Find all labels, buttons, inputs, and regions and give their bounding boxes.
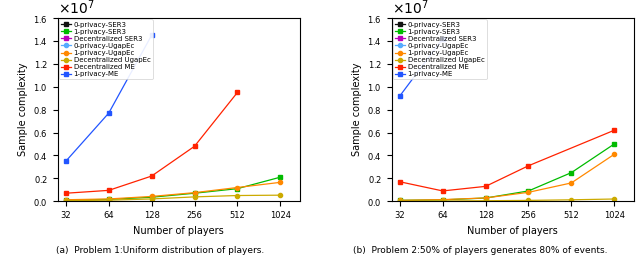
Decentralized UgapEc xyxy=(525,199,532,202)
Decentralized ME xyxy=(396,180,404,183)
Decentralized UgapEc xyxy=(148,197,156,200)
Decentralized ME xyxy=(105,189,113,192)
Line: Decentralized ME: Decentralized ME xyxy=(64,90,239,195)
1-privacy-SER3 xyxy=(439,198,447,201)
1-privacy-SER3 xyxy=(276,176,284,179)
Line: Decentralized UgapEc: Decentralized UgapEc xyxy=(398,197,616,203)
Decentralized ME xyxy=(191,145,198,148)
Decentralized UgapEc xyxy=(568,198,575,201)
Line: 1-privacy-SER3: 1-privacy-SER3 xyxy=(64,175,282,202)
Text: (b)  Problem 2:50% of players generates 80% of events.: (b) Problem 2:50% of players generates 8… xyxy=(353,246,607,255)
1-privacy-ME xyxy=(439,37,447,40)
Line: 1-privacy-ME: 1-privacy-ME xyxy=(398,37,445,98)
Decentralized UgapEc xyxy=(105,199,113,202)
1-privacy-SER3 xyxy=(525,189,532,192)
Decentralized UgapEc xyxy=(276,194,284,197)
1-privacy-UgapEc xyxy=(482,196,490,199)
Decentralized ME xyxy=(525,164,532,167)
Line: 1-privacy-UgapEc: 1-privacy-UgapEc xyxy=(398,152,616,203)
Y-axis label: Sample complexity: Sample complexity xyxy=(351,63,362,156)
1-privacy-UgapEc xyxy=(276,181,284,184)
Decentralized UgapEc xyxy=(482,199,490,202)
Decentralized UgapEc xyxy=(611,197,618,200)
1-privacy-UgapEc xyxy=(439,198,447,201)
Decentralized UgapEc xyxy=(439,199,447,203)
1-privacy-ME xyxy=(62,160,70,163)
Decentralized ME xyxy=(482,185,490,188)
Decentralized UgapEc xyxy=(191,195,198,198)
1-privacy-ME xyxy=(148,34,156,37)
1-privacy-UgapEc xyxy=(611,153,618,156)
1-privacy-UgapEc xyxy=(62,198,70,201)
Legend: 0-privacy-SER3, 1-privacy-SER3, Decentralized SER3, 0-privacy-UgapEc, 1-privacy-: 0-privacy-SER3, 1-privacy-SER3, Decentra… xyxy=(393,19,486,79)
Line: 1-privacy-ME: 1-privacy-ME xyxy=(64,33,154,163)
1-privacy-ME xyxy=(396,94,404,98)
Legend: 0-privacy-SER3, 1-privacy-SER3, Decentralized SER3, 0-privacy-UgapEc, 1-privacy-: 0-privacy-SER3, 1-privacy-SER3, Decentra… xyxy=(59,19,152,79)
1-privacy-UgapEc xyxy=(234,186,241,189)
1-privacy-UgapEc xyxy=(568,181,575,184)
Decentralized ME xyxy=(62,192,70,195)
1-privacy-UgapEc xyxy=(148,195,156,198)
1-privacy-SER3 xyxy=(568,171,575,174)
Line: 1-privacy-SER3: 1-privacy-SER3 xyxy=(398,142,616,203)
Decentralized UgapEc xyxy=(234,194,241,197)
1-privacy-UgapEc xyxy=(105,197,113,200)
Line: Decentralized UgapEc: Decentralized UgapEc xyxy=(64,193,282,203)
1-privacy-SER3 xyxy=(105,198,113,201)
Line: Decentralized ME: Decentralized ME xyxy=(398,128,616,193)
Text: (a)  Problem 1:Uniform distribution of players.: (a) Problem 1:Uniform distribution of pl… xyxy=(56,246,264,255)
1-privacy-SER3 xyxy=(611,142,618,146)
Decentralized ME xyxy=(611,129,618,132)
X-axis label: Number of players: Number of players xyxy=(467,225,558,236)
1-privacy-SER3 xyxy=(234,187,241,190)
Line: 1-privacy-UgapEc: 1-privacy-UgapEc xyxy=(64,180,282,202)
Decentralized ME xyxy=(439,189,447,192)
1-privacy-SER3 xyxy=(62,199,70,202)
X-axis label: Number of players: Number of players xyxy=(133,225,224,236)
Decentralized ME xyxy=(148,174,156,178)
1-privacy-SER3 xyxy=(148,196,156,199)
1-privacy-UgapEc xyxy=(191,191,198,194)
Decentralized UgapEc xyxy=(396,199,404,203)
1-privacy-SER3 xyxy=(482,197,490,200)
Decentralized UgapEc xyxy=(62,199,70,202)
Y-axis label: Sample complexity: Sample complexity xyxy=(17,63,28,156)
Decentralized ME xyxy=(234,91,241,94)
1-privacy-SER3 xyxy=(396,199,404,202)
1-privacy-SER3 xyxy=(191,192,198,195)
1-privacy-UgapEc xyxy=(525,191,532,194)
1-privacy-UgapEc xyxy=(396,199,404,202)
1-privacy-ME xyxy=(105,111,113,115)
